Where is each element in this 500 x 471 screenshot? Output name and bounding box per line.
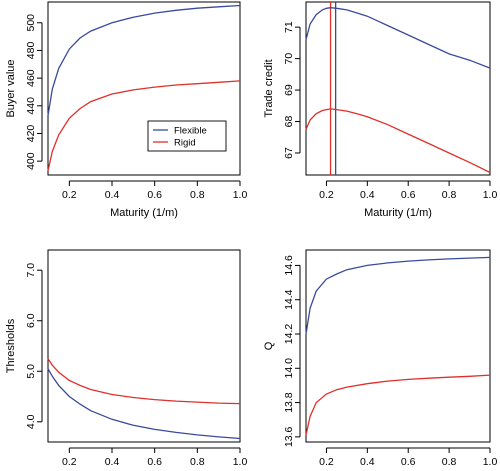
x-axis: 0.2 0.4 0.6 0.8 1.0 Maturity (1/m): [319, 180, 498, 219]
x-tick-label: 0.2: [62, 189, 77, 201]
x-tick-label: 0.8: [442, 456, 457, 468]
series-line-flexible: [47, 368, 241, 440]
y-tick-label: 14.6: [283, 255, 295, 276]
x-tick-label: 1.0: [233, 456, 248, 468]
y-tick-label: 14.2: [283, 324, 295, 345]
y-axis: 4.0 5.0 6.0 7.0 Thresholds: [5, 263, 43, 429]
y-tick-label: 420: [25, 125, 37, 143]
y-tick-label: 68: [283, 116, 295, 128]
panel-2: 0.2 0.4 0.6 0.8 1.0 Maturity (1/m) 67 68 69 70 71 T…: [263, 1, 498, 219]
plot-frame: [305, 249, 491, 443]
y-tick-label: 6.0: [25, 313, 37, 328]
series-line-flexible: [305, 7, 491, 69]
y-axis: 67 68 69 70 71 Trade credit: [263, 21, 301, 159]
legend-box: [147, 120, 227, 152]
y-tick-label: 14.4: [283, 289, 295, 310]
y-tick-label: 67: [283, 147, 295, 159]
series-line-rigid: [305, 374, 491, 436]
x-tick-label: 0.4: [360, 456, 375, 468]
series-line-rigid: [47, 358, 241, 405]
x-tick-label: 0.8: [442, 189, 457, 201]
y-tick-label: 460: [25, 69, 37, 87]
x-tick-label: 0.6: [401, 189, 416, 201]
y-axis-label: Buyer value: [5, 59, 17, 117]
x-tick-label: 0.6: [147, 189, 162, 201]
y-tick-label: 400: [25, 152, 37, 170]
y-tick-label: 13.6: [283, 426, 295, 447]
x-axis-label: Maturity (1/m): [110, 207, 178, 219]
series-line-flexible: [305, 256, 491, 335]
y-axis: 13.6 13.8 14.0 14.2 14.4 14.6 Q: [263, 255, 301, 447]
legend-label: Flexible: [174, 126, 207, 137]
legend-label: Rigid: [174, 138, 196, 149]
y-tick-label: 500: [25, 14, 37, 32]
panel-1: 0.2 0.4 0.6 0.8 1.0 Maturity (1/m) 400 420 440 46…: [5, 1, 248, 219]
y-tick-label: 69: [283, 84, 295, 96]
series-line-flexible: [47, 4, 241, 116]
x-tick-label: 0.8: [190, 189, 205, 201]
y-tick-label: 13.8: [283, 392, 295, 413]
x-axis-label: Maturity (1/m): [364, 207, 432, 219]
x-tick-label: 1.0: [483, 456, 498, 468]
x-tick-label: 0.4: [360, 189, 375, 201]
x-tick-label: 0.2: [319, 456, 334, 468]
y-tick-label: 7.0: [25, 263, 37, 278]
y-tick-label: 14.0: [283, 358, 295, 379]
x-axis: 0.2 0.4 0.6 0.8 1.0 Maturity (1/m): [62, 180, 248, 219]
y-axis-label: Q: [263, 341, 275, 350]
plot-frame: [47, 249, 241, 443]
plot-frame: [47, 1, 241, 176]
x-tick-label: 0.2: [62, 456, 77, 468]
x-tick-label: 1.0: [233, 189, 248, 201]
series-line-rigid: [305, 108, 491, 174]
x-tick-label: 0.2: [319, 189, 334, 201]
x-tick-label: 0.8: [190, 456, 205, 468]
x-tick-label: 1.0: [483, 189, 498, 201]
y-axis-label: Trade credit: [263, 59, 275, 117]
y-tick-label: 71: [283, 21, 295, 33]
y-tick-label: 5.0: [25, 364, 37, 379]
x-tick-label: 0.4: [105, 456, 120, 468]
y-axis-label: Thresholds: [5, 318, 17, 373]
y-axis: 400 420 440 460 480 500 Buyer value: [5, 14, 43, 170]
x-tick-label: 0.6: [147, 456, 162, 468]
y-tick-label: 4.0: [25, 414, 37, 429]
series-line-rigid: [47, 80, 241, 171]
y-tick-label: 440: [25, 97, 37, 115]
x-tick-label: 0.6: [401, 456, 416, 468]
plot-frame: [305, 1, 491, 176]
y-tick-label: 480: [25, 42, 37, 60]
x-tick-label: 0.4: [105, 189, 120, 201]
y-tick-label: 70: [283, 53, 295, 65]
